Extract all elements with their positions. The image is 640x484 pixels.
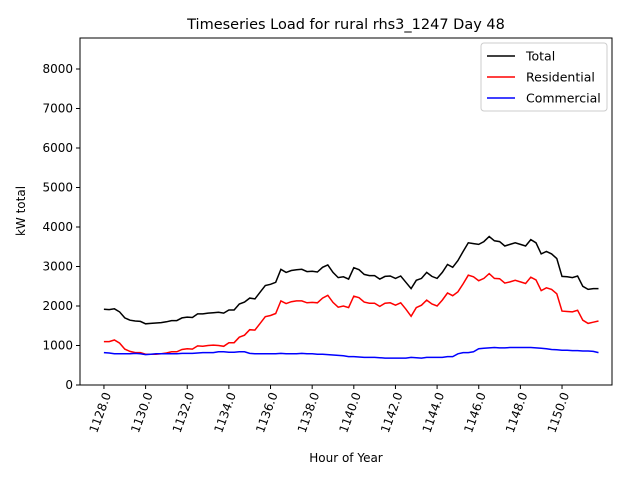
- plot-frame: [79, 37, 613, 386]
- x-tick-label: 1142.0: [378, 390, 406, 434]
- y-axis-label: kW total: [14, 186, 28, 236]
- x-tick-label: 1150.0: [545, 390, 573, 434]
- y-tick-label: 7000: [42, 102, 73, 116]
- y-axis: 0 1000 2000 3000 4000 5000 6000 7000 8000: [42, 62, 80, 392]
- x-tick-label: 1130.0: [128, 390, 156, 434]
- x-tick-label: 1144.0: [420, 390, 448, 434]
- y-tick-label: 2000: [42, 299, 73, 313]
- y-tick-label: 0: [65, 378, 73, 392]
- x-tick-label: 1132.0: [170, 390, 198, 434]
- x-tick-label: 1140.0: [336, 390, 364, 434]
- legend-frame: [480, 42, 608, 112]
- series-layer: [103, 235, 599, 359]
- legend-label-commercial: Commercial: [526, 91, 601, 106]
- series-line-residential: [103, 272, 599, 355]
- y-tick-label: 5000: [42, 181, 73, 195]
- series-line-commercial: [103, 346, 599, 359]
- y-tick-label: 6000: [42, 141, 73, 155]
- x-tick-label: 1136.0: [253, 390, 281, 434]
- series-line-total: [103, 235, 599, 325]
- legend-label-residential: Residential: [526, 70, 595, 85]
- x-tick-label: 1138.0: [295, 390, 323, 434]
- chart-title: Timeseries Load for rural rhs3_1247 Day …: [186, 17, 505, 33]
- y-tick-label: 1000: [42, 339, 73, 353]
- x-axis-label: Hour of Year: [309, 451, 383, 465]
- x-tick-label: 1146.0: [461, 390, 489, 434]
- legend: Total Residential Commercial: [480, 42, 608, 112]
- legend-label-total: Total: [525, 49, 555, 64]
- y-tick-label: 8000: [42, 62, 73, 76]
- x-tick-label: 1134.0: [211, 390, 239, 434]
- x-tick-label: 1148.0: [503, 390, 531, 434]
- x-tick-label: 1128.0: [87, 390, 115, 434]
- x-axis: 1128.0 1130.0 1132.0 1134.0 1136.0 1138.0 1140…: [87, 385, 573, 435]
- y-tick-label: 4000: [42, 220, 73, 234]
- y-tick-label: 3000: [42, 260, 73, 274]
